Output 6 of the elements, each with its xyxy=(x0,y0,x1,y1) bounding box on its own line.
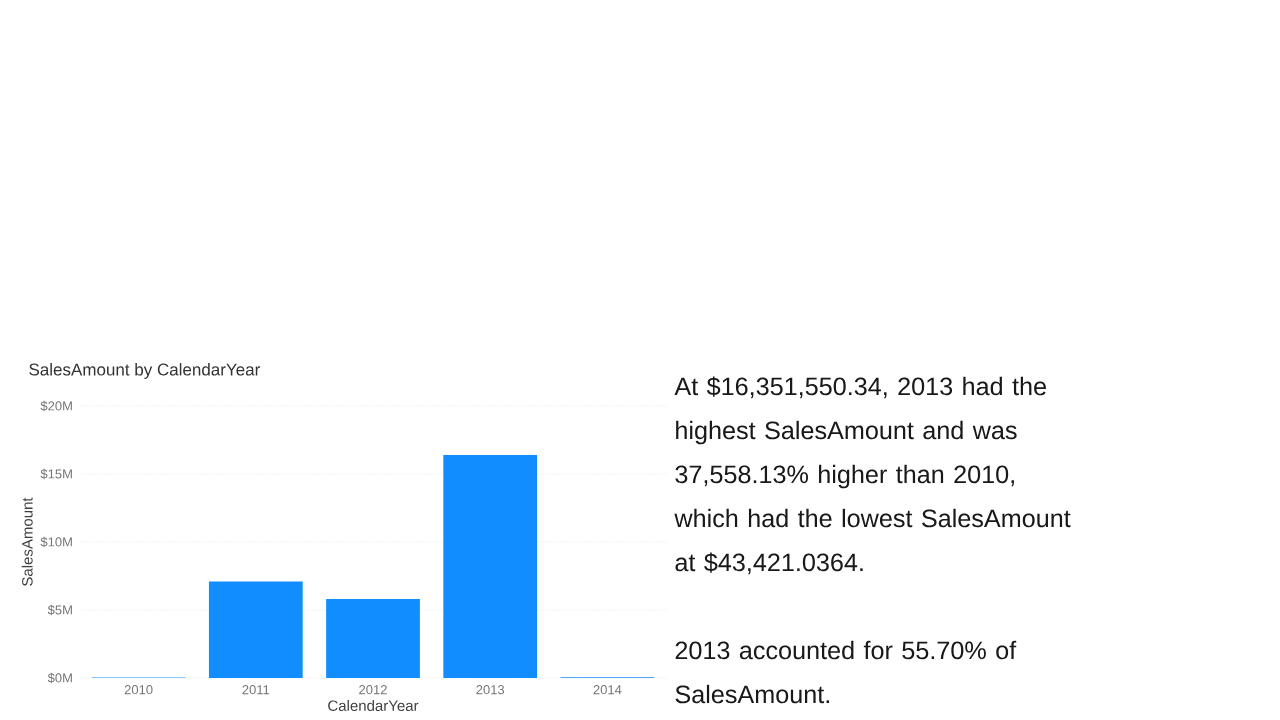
text: 2013 accounted for 55.70% of SalesAmount. xyxy=(675,640,1017,704)
bar xyxy=(443,454,538,678)
text: At $16,351,550.34, 2013 had the highest SalesAmount and was 37,558.13% higher than 2010, which had the lowest SalesAmount at $43,421.0364. xyxy=(674,376,1071,575)
chart-title: SalesAmount by CalendarYear xyxy=(29,363,260,379)
bar xyxy=(326,599,420,678)
bar xyxy=(208,581,303,678)
